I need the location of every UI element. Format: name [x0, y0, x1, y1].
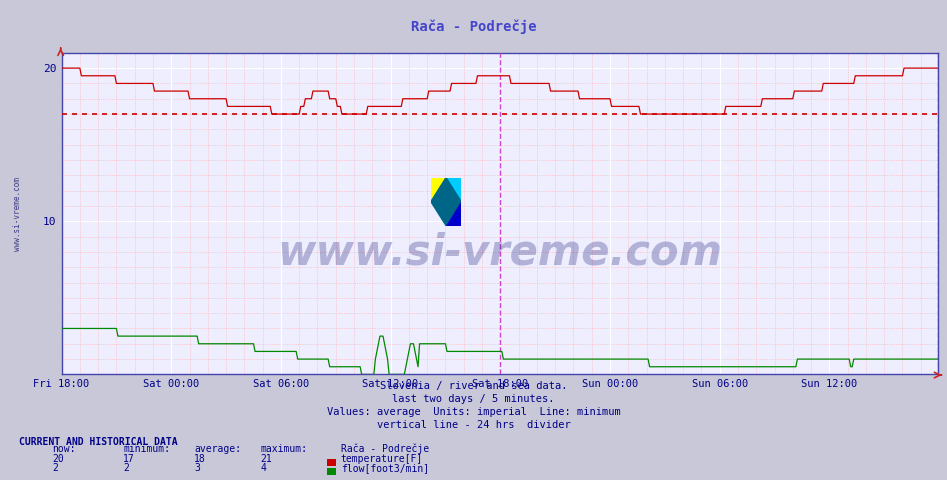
Text: 18: 18: [194, 454, 205, 464]
Text: minimum:: minimum:: [123, 444, 170, 454]
Text: now:: now:: [52, 444, 76, 454]
Text: flow[foot3/min]: flow[foot3/min]: [341, 463, 429, 473]
Text: 21: 21: [260, 454, 272, 464]
Text: temperature[F]: temperature[F]: [341, 454, 423, 464]
Text: average:: average:: [194, 444, 241, 454]
Text: 2: 2: [123, 463, 129, 473]
Text: CURRENT AND HISTORICAL DATA: CURRENT AND HISTORICAL DATA: [19, 437, 178, 446]
Text: 2: 2: [52, 463, 58, 473]
Text: 3: 3: [194, 463, 200, 473]
Text: Rača - Podrečje: Rača - Podrečje: [341, 444, 429, 454]
Polygon shape: [446, 202, 461, 226]
Text: www.si-vreme.com: www.si-vreme.com: [13, 177, 23, 251]
Text: maximum:: maximum:: [260, 444, 308, 454]
Polygon shape: [431, 178, 446, 202]
Text: www.si-vreme.com: www.si-vreme.com: [277, 231, 722, 273]
Polygon shape: [431, 178, 461, 226]
Text: vertical line - 24 hrs  divider: vertical line - 24 hrs divider: [377, 420, 570, 430]
Text: Slovenia / river and sea data.: Slovenia / river and sea data.: [380, 382, 567, 391]
Polygon shape: [446, 178, 461, 202]
Text: 4: 4: [260, 463, 266, 473]
Text: 17: 17: [123, 454, 134, 464]
Text: last two days / 5 minutes.: last two days / 5 minutes.: [392, 395, 555, 404]
Text: Values: average  Units: imperial  Line: minimum: Values: average Units: imperial Line: mi…: [327, 408, 620, 417]
Text: Rača - Podrečje: Rača - Podrečje: [411, 19, 536, 34]
Text: 20: 20: [52, 454, 63, 464]
